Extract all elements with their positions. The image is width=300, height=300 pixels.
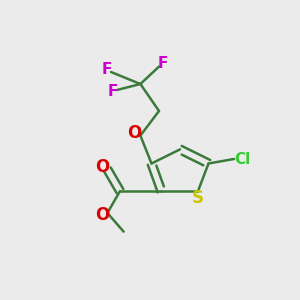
Text: O: O <box>95 206 109 224</box>
Text: F: F <box>108 84 118 99</box>
Text: F: F <box>102 61 112 76</box>
Text: O: O <box>95 158 109 175</box>
Text: O: O <box>127 124 142 142</box>
Text: Cl: Cl <box>234 152 250 166</box>
Text: F: F <box>158 56 168 71</box>
Text: S: S <box>192 189 204 207</box>
